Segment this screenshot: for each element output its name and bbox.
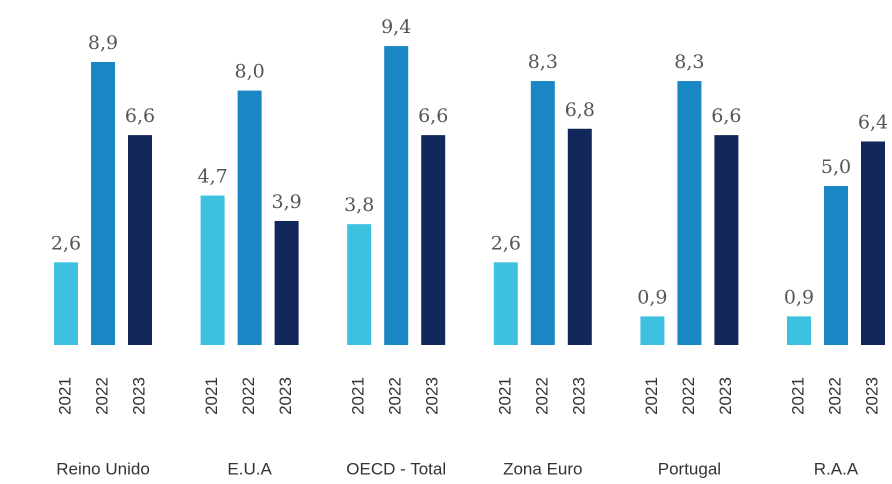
series-label: 2023 xyxy=(862,377,881,415)
series-label: 2022 xyxy=(239,377,258,415)
bar xyxy=(493,262,518,345)
bar xyxy=(677,81,702,345)
bar xyxy=(714,135,739,345)
value-label: 9,4 xyxy=(381,16,411,38)
bar xyxy=(567,128,592,345)
series-label: 2022 xyxy=(532,377,551,415)
series-label: 2021 xyxy=(495,377,514,415)
bar xyxy=(384,46,409,346)
bar xyxy=(237,90,262,345)
series-label: 2023 xyxy=(569,377,588,415)
value-label: 2,6 xyxy=(491,232,521,254)
bar xyxy=(421,135,446,345)
series-label: 2023 xyxy=(716,377,735,415)
value-label: 6,8 xyxy=(565,99,595,121)
category-label: E.U.A xyxy=(227,459,272,478)
series-label: 2021 xyxy=(202,377,221,415)
value-label: 3,9 xyxy=(271,191,301,213)
series-label: 2021 xyxy=(55,377,74,415)
bar xyxy=(640,316,665,345)
series-label: 2022 xyxy=(386,377,405,415)
category-label: R.A.A xyxy=(814,459,859,478)
bar xyxy=(530,81,555,345)
value-label: 4,7 xyxy=(197,166,227,188)
series-label: 2023 xyxy=(276,377,295,415)
series-label: 2022 xyxy=(679,377,698,415)
category-label: OECD - Total xyxy=(346,459,446,478)
series-label: 2022 xyxy=(92,377,111,415)
value-label: 5,0 xyxy=(821,156,851,178)
bar xyxy=(787,316,811,345)
series-label: 2022 xyxy=(825,377,844,415)
value-label: 0,9 xyxy=(637,286,667,308)
series-label: 2023 xyxy=(423,377,442,415)
category-label: Zona Euro xyxy=(503,459,582,478)
bar xyxy=(347,224,372,345)
bar xyxy=(200,195,225,345)
value-label: 8,3 xyxy=(674,51,704,73)
series-label: 2021 xyxy=(788,377,807,415)
value-label: 8,9 xyxy=(88,32,118,54)
series-label: 2021 xyxy=(642,377,661,415)
bar xyxy=(54,262,78,345)
value-label: 6,6 xyxy=(711,105,741,127)
bar xyxy=(91,61,115,345)
value-label: 3,8 xyxy=(344,194,374,216)
bar xyxy=(274,220,299,345)
value-label: 8,0 xyxy=(234,61,264,83)
series-label: 2021 xyxy=(349,377,368,415)
value-label: 6,4 xyxy=(858,111,888,133)
bar xyxy=(824,186,848,345)
category-label: Reino Unido xyxy=(56,459,150,478)
value-label: 6,6 xyxy=(125,105,155,127)
series-label: 2023 xyxy=(129,377,148,415)
value-label: 2,6 xyxy=(51,232,81,254)
category-label: Portugal xyxy=(658,459,721,478)
value-label: 0,9 xyxy=(784,286,814,308)
value-label: 6,6 xyxy=(418,105,448,127)
bar xyxy=(861,141,885,345)
value-label: 8,3 xyxy=(528,51,558,73)
bar xyxy=(128,135,152,345)
